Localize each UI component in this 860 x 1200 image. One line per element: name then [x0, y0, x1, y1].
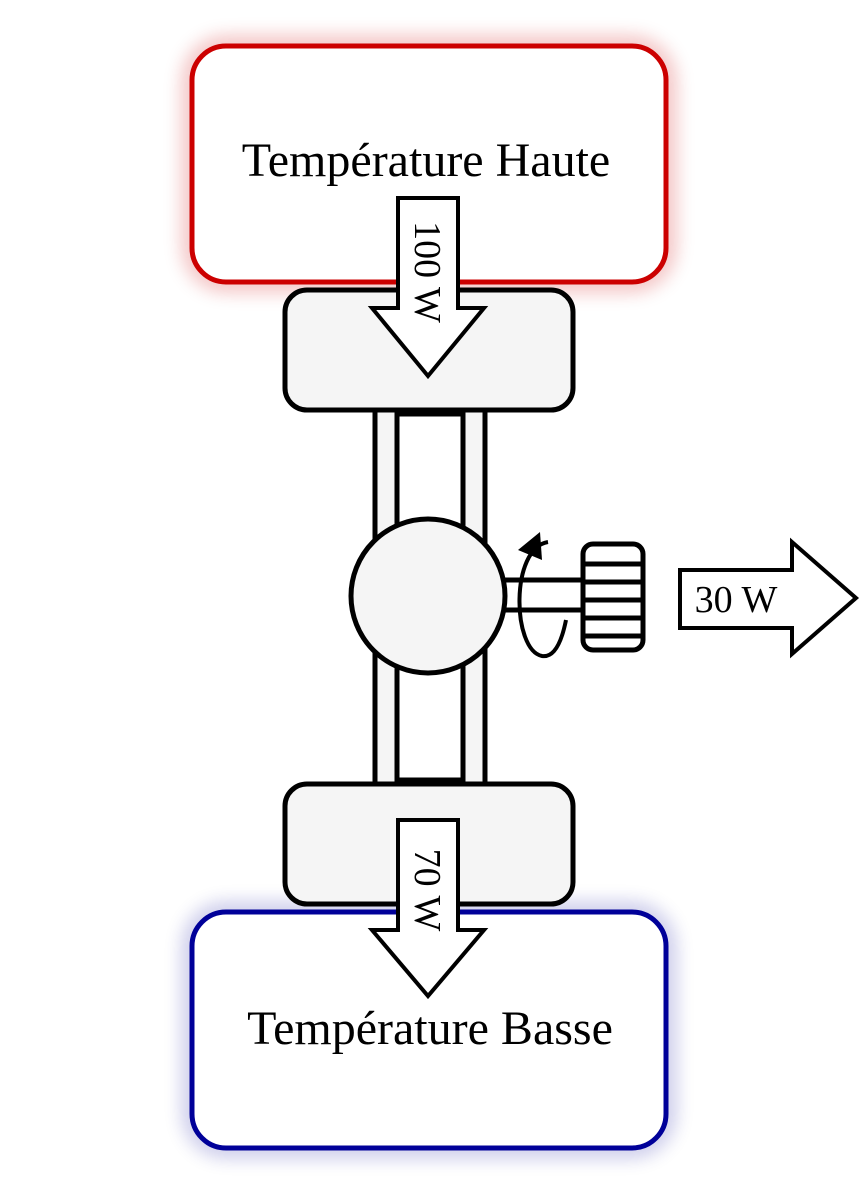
work-out-label: 30 W — [695, 579, 778, 621]
heat-out-arrow: 70 W — [367, 818, 489, 1000]
engine — [282, 287, 646, 907]
engine-shaft — [492, 577, 592, 613]
engine-window-bottom — [394, 657, 466, 783]
hot-reservoir-label: Température Haute — [242, 134, 610, 187]
engine-wheel — [348, 516, 508, 676]
work-out-arrow: 30 W — [678, 537, 860, 659]
rotation-arrow-icon — [517, 532, 568, 659]
engine-knob — [580, 541, 646, 653]
heat-in-label: 100 W — [406, 221, 448, 323]
cold-reservoir-label: Température Basse — [247, 1002, 613, 1055]
engine-window-top — [394, 411, 466, 537]
heat-out-label: 70 W — [406, 849, 448, 932]
heat-in-arrow: 100 W — [367, 196, 489, 380]
